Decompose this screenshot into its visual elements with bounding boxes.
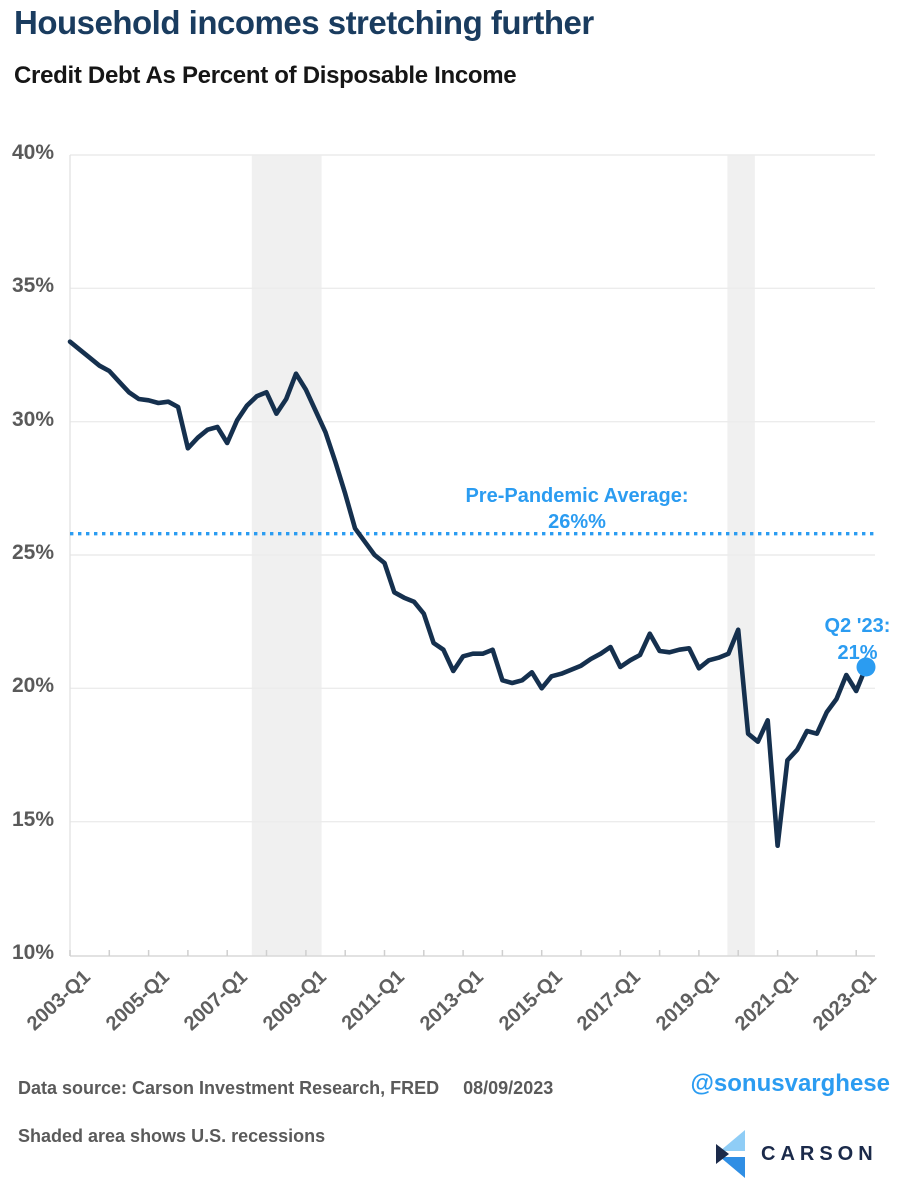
latest-annotation: Q2 '23: 21% [795, 613, 902, 667]
page-subtitle: Credit Debt As Percent of Disposable Inc… [14, 62, 517, 89]
y-tick-label: 30% [11, 408, 54, 431]
latest-point-marker [856, 657, 876, 677]
y-tick-label: 15% [11, 808, 54, 831]
y-tick-label: 20% [11, 674, 54, 697]
y-tick-label: 10% [11, 941, 54, 964]
carson-logo: CARSON [716, 1130, 878, 1178]
recession-note: Shaded area shows U.S. recessions [18, 1126, 326, 1146]
y-tick-label: 40% [11, 141, 54, 164]
gridlines [70, 154, 875, 823]
page-title: Household incomes stretching further [14, 4, 594, 41]
average-annotation-line2: 26%% [548, 511, 606, 533]
latest-annotation-line2: 21% [837, 642, 878, 664]
latest-annotation-line1: Q2 '23: [824, 615, 891, 637]
data-source-text: Data source: Carson Investment Research,… [18, 1078, 440, 1098]
x-axis-ticks [69, 950, 857, 956]
data-source: Data source: Carson Investment Research,… [18, 1078, 553, 1099]
social-handle[interactable]: @sonusvarghese [690, 1070, 890, 1097]
y-tick-label: 35% [11, 274, 54, 297]
y-tick-label: 25% [11, 541, 54, 564]
data-source-date: 08/09/2023 [463, 1078, 554, 1098]
carson-logo-text: CARSON [761, 1142, 878, 1165]
data-line [67, 339, 869, 849]
average-annotation: Pre-Pandemic Average: 26%% [427, 483, 727, 535]
average-annotation-line1: Pre-Pandemic Average: [465, 485, 689, 507]
carson-logo-mark-icon [716, 1130, 745, 1178]
